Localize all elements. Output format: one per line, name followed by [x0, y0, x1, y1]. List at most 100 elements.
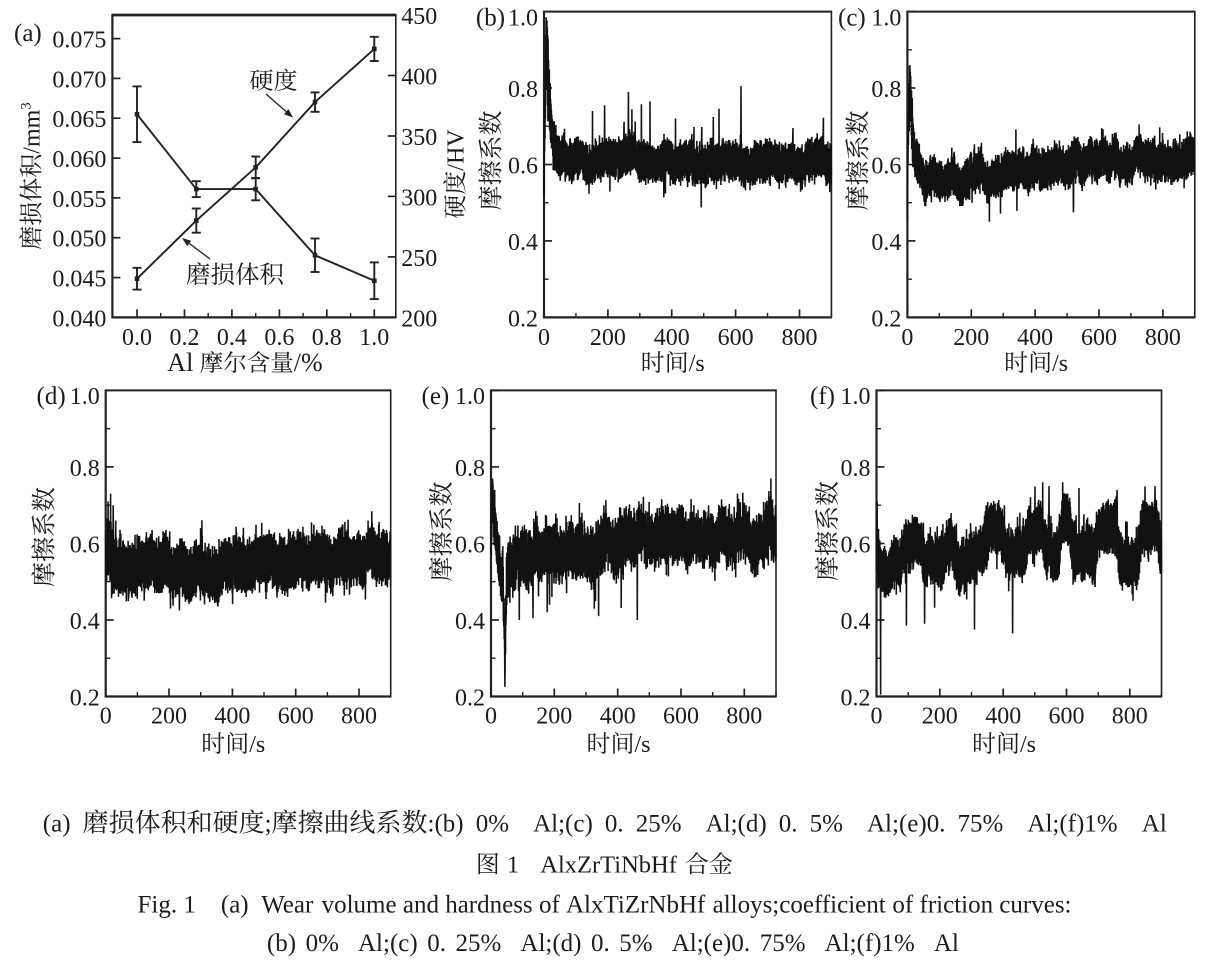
- svg-text:(e): (e): [422, 383, 450, 410]
- svg-text:Wear: Wear: [261, 891, 314, 918]
- svg-text:25%: 25%: [456, 930, 502, 957]
- svg-text:/s: /s: [635, 732, 651, 758]
- svg-text:0.0: 0.0: [122, 325, 152, 351]
- svg-text:0.040: 0.040: [52, 306, 106, 332]
- svg-text:0.070: 0.070: [52, 67, 106, 93]
- svg-text:200: 200: [536, 704, 572, 730]
- svg-text:Fig.: Fig.: [138, 891, 178, 918]
- svg-text:of: of: [539, 891, 561, 918]
- svg-text:1.0: 1.0: [841, 384, 871, 410]
- svg-text:0: 0: [871, 704, 883, 730]
- svg-text:400: 400: [600, 704, 636, 730]
- svg-text:1.0: 1.0: [508, 5, 538, 31]
- svg-text:75%: 75%: [958, 811, 1004, 838]
- svg-text:0.4: 0.4: [70, 609, 100, 635]
- svg-text:200: 200: [590, 325, 626, 351]
- svg-text:(b): (b): [267, 930, 296, 957]
- svg-text:AlxTiZrNbHf: AlxTiZrNbHf: [566, 891, 706, 918]
- svg-text:0.8: 0.8: [70, 456, 100, 482]
- svg-text:0.: 0.: [605, 811, 624, 838]
- svg-text:0.8: 0.8: [841, 456, 871, 482]
- svg-text:0.: 0.: [427, 930, 446, 957]
- svg-text:3: 3: [19, 102, 35, 109]
- svg-text:5%: 5%: [810, 811, 843, 838]
- svg-text:0.065: 0.065: [52, 107, 106, 133]
- svg-text:(c): (c): [838, 4, 866, 31]
- svg-text::(b): :(b): [428, 811, 464, 838]
- svg-text:AlxZrTiNbHf: AlxZrTiNbHf: [540, 852, 677, 879]
- svg-text:25%: 25%: [636, 811, 682, 838]
- svg-text:Al;(f)1%: Al;(f)1%: [825, 930, 915, 957]
- svg-text:0.: 0.: [779, 811, 798, 838]
- svg-text:350: 350: [401, 125, 437, 151]
- svg-text:400: 400: [214, 704, 250, 730]
- svg-text:200: 200: [151, 704, 187, 730]
- svg-text:400: 400: [401, 65, 437, 91]
- svg-text:0.075: 0.075: [52, 28, 106, 54]
- svg-text:300: 300: [401, 185, 437, 211]
- svg-text:1.0: 1.0: [455, 384, 485, 410]
- svg-text:Al;(f)1%: Al;(f)1%: [1027, 811, 1117, 838]
- svg-text:0.: 0.: [591, 930, 610, 957]
- svg-text:and: and: [403, 891, 440, 918]
- svg-text:alloys;coefficient: alloys;coefficient: [713, 891, 886, 918]
- svg-text:Al: Al: [934, 930, 959, 957]
- svg-text:600: 600: [1081, 325, 1117, 351]
- svg-text:800: 800: [341, 704, 377, 730]
- svg-text:0.2: 0.2: [508, 306, 538, 332]
- svg-text:5%: 5%: [619, 930, 652, 957]
- svg-text:Al;(d): Al;(d): [706, 811, 767, 838]
- svg-text:(f): (f): [810, 383, 835, 410]
- svg-text:0.8: 0.8: [871, 77, 901, 103]
- svg-text:/s: /s: [249, 732, 265, 758]
- svg-text:/s: /s: [1052, 351, 1068, 377]
- svg-text:600: 600: [278, 704, 314, 730]
- svg-text:/HV: /HV: [444, 129, 470, 171]
- svg-text:0: 0: [485, 704, 497, 730]
- svg-text:(a): (a): [221, 891, 249, 918]
- svg-text:0.8: 0.8: [508, 77, 538, 103]
- svg-text:0.6: 0.6: [841, 533, 871, 559]
- svg-text:0.8: 0.8: [312, 325, 342, 351]
- svg-text:600: 600: [1049, 704, 1085, 730]
- svg-text:Al;(c): Al;(c): [358, 930, 418, 957]
- svg-text:200: 200: [953, 325, 989, 351]
- svg-text:1: 1: [507, 852, 519, 879]
- svg-text:800: 800: [1112, 704, 1148, 730]
- svg-text:0.4: 0.4: [841, 609, 871, 635]
- svg-text:(a): (a): [43, 811, 71, 838]
- svg-text:0.4: 0.4: [508, 230, 538, 256]
- svg-text:Al: Al: [1142, 811, 1167, 838]
- svg-text:0.4: 0.4: [871, 230, 901, 256]
- svg-text:0.2: 0.2: [455, 686, 485, 712]
- svg-text:0.2: 0.2: [170, 325, 200, 351]
- svg-text:curves:: curves:: [999, 891, 1071, 918]
- svg-text:200: 200: [922, 704, 958, 730]
- svg-text:400: 400: [1017, 325, 1053, 351]
- svg-text:hardness: hardness: [445, 891, 532, 918]
- svg-text:0.8: 0.8: [455, 456, 485, 482]
- svg-text:0.2: 0.2: [871, 306, 901, 332]
- svg-text:volume: volume: [322, 891, 397, 918]
- svg-text:Al: Al: [167, 348, 193, 377]
- svg-text:0.060: 0.060: [52, 147, 106, 173]
- svg-text:(a): (a): [14, 20, 42, 47]
- svg-text:1.0: 1.0: [70, 384, 100, 410]
- svg-text:0.2: 0.2: [841, 686, 871, 712]
- svg-text:600: 600: [663, 704, 699, 730]
- svg-text:;: ;: [265, 811, 272, 838]
- svg-text:1.0: 1.0: [359, 325, 389, 351]
- svg-text:0.6: 0.6: [508, 154, 538, 180]
- svg-text:0.4: 0.4: [455, 609, 485, 635]
- svg-text:400: 400: [985, 704, 1021, 730]
- svg-text:of: of: [892, 891, 914, 918]
- svg-text:0.050: 0.050: [52, 227, 106, 253]
- svg-text:0.6: 0.6: [455, 533, 485, 559]
- svg-text:(d): (d): [37, 383, 66, 410]
- svg-text:450: 450: [401, 4, 437, 30]
- svg-text:0.4: 0.4: [217, 325, 247, 351]
- svg-text:/%: /%: [294, 348, 323, 377]
- svg-text:1: 1: [183, 891, 196, 918]
- svg-text:0.045: 0.045: [52, 267, 106, 293]
- svg-text:Al;(d): Al;(d): [520, 930, 581, 957]
